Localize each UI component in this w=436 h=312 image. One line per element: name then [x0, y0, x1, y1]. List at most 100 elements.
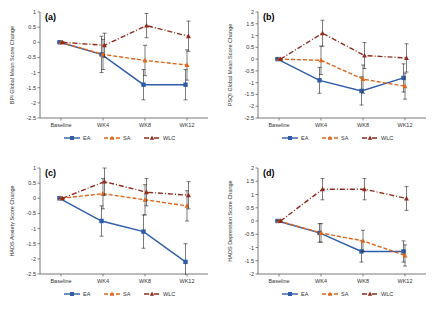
marker [185, 62, 190, 67]
y-tick-label: -1.5 [27, 241, 36, 247]
panel-title: (d) [263, 168, 275, 178]
marker [150, 292, 154, 296]
error-cap [143, 45, 147, 46]
error-cap [145, 205, 149, 206]
error-cap [361, 93, 365, 94]
error-cap [103, 33, 107, 34]
legend-label: SA [123, 135, 131, 141]
marker [110, 292, 114, 296]
y-tick [38, 42, 41, 43]
x-tick-label: WK4 [97, 122, 109, 128]
y-tick-label: 0 [33, 39, 36, 45]
y-axis [40, 168, 41, 274]
y-tick [38, 168, 41, 169]
series-line [60, 42, 186, 84]
marker [319, 230, 324, 235]
y-tick-label: 1 [33, 165, 36, 171]
x-tick [279, 118, 280, 121]
y-tick [38, 27, 41, 28]
x-tick [61, 118, 62, 121]
y-tick-label: -2.5 [27, 115, 36, 121]
error-cap [101, 208, 105, 209]
marker [102, 179, 107, 184]
y-tick-label: 0.5 [246, 205, 254, 211]
series-line [61, 194, 187, 206]
x-tick [405, 274, 406, 277]
error-bar [142, 215, 146, 248]
error-cap [185, 80, 189, 81]
x-tick-label: WK4 [315, 122, 327, 128]
marker [278, 56, 283, 61]
legend: EASAWLC [282, 291, 393, 297]
error-cap [403, 244, 407, 245]
error-cap [405, 72, 409, 73]
y-tick-label: -2.5 [245, 115, 254, 121]
marker [183, 82, 187, 86]
error-cap [403, 99, 407, 100]
error-cap [145, 13, 149, 14]
y-tick [256, 47, 259, 48]
error-cap [319, 223, 323, 224]
error-cap [187, 208, 191, 209]
error-cap [143, 214, 147, 215]
y-tick-label: -2 [249, 103, 254, 109]
y-tick-label: 0 [251, 218, 254, 224]
marker [110, 136, 114, 140]
panel-title: (c) [45, 168, 56, 178]
x-tick-label: WK8 [357, 122, 369, 128]
x-tick [145, 274, 146, 277]
error-cap [101, 69, 105, 70]
y-tick [256, 260, 259, 261]
x-tick [363, 274, 364, 277]
error-cap [405, 210, 409, 211]
y-tick-label: -1 [249, 245, 254, 251]
x-tick [321, 274, 322, 277]
y-tick [256, 59, 259, 60]
x-tick [61, 274, 62, 277]
error-cap [318, 93, 322, 94]
y-tick-label: 0.5 [246, 44, 254, 50]
y-tick-label: 2 [251, 9, 254, 15]
panel: -2.5-2-1.5-1-0.500.51BaselineWK4WK8WK12B… [9, 9, 208, 141]
error-cap [103, 57, 107, 58]
x-tick [145, 118, 146, 121]
y-tick [38, 12, 41, 13]
y-tick [38, 228, 41, 229]
error-cap [402, 240, 406, 241]
x-axis [40, 118, 208, 119]
y-axis-label: HADS Depression Score Change [227, 180, 233, 261]
marker [404, 196, 409, 201]
x-tick-label: WK8 [139, 278, 151, 284]
y-axis-label: BPI Global Mean Score Change [9, 26, 15, 104]
error-cap [363, 68, 367, 69]
x-axis [258, 118, 426, 119]
error-bar [184, 244, 188, 275]
y-tick-label: 1 [251, 192, 254, 198]
error-cap [361, 230, 365, 231]
error-cap [103, 168, 107, 169]
y-tick [38, 118, 41, 119]
y-tick [256, 35, 259, 36]
marker [288, 136, 292, 140]
y-tick-label: 1.5 [246, 21, 254, 27]
legend-label: WLC [381, 135, 393, 141]
marker [317, 78, 321, 82]
error-cap [360, 105, 364, 106]
error-cap [185, 221, 189, 222]
error-cap [145, 37, 149, 38]
legend-label: EA [83, 135, 91, 141]
error-cap [187, 181, 191, 182]
y-axis [40, 12, 41, 118]
error-cap [145, 178, 149, 179]
marker [368, 292, 372, 296]
x-tick-label: WK12 [398, 278, 413, 284]
y-tick [38, 198, 41, 199]
marker [70, 292, 74, 296]
legend-label: WLC [163, 291, 175, 297]
marker [186, 193, 191, 198]
y-tick [38, 213, 41, 214]
y-tick-label: -2 [31, 100, 36, 106]
y-tick [38, 72, 41, 73]
legend-label: EA [301, 135, 309, 141]
x-axis [258, 274, 426, 275]
